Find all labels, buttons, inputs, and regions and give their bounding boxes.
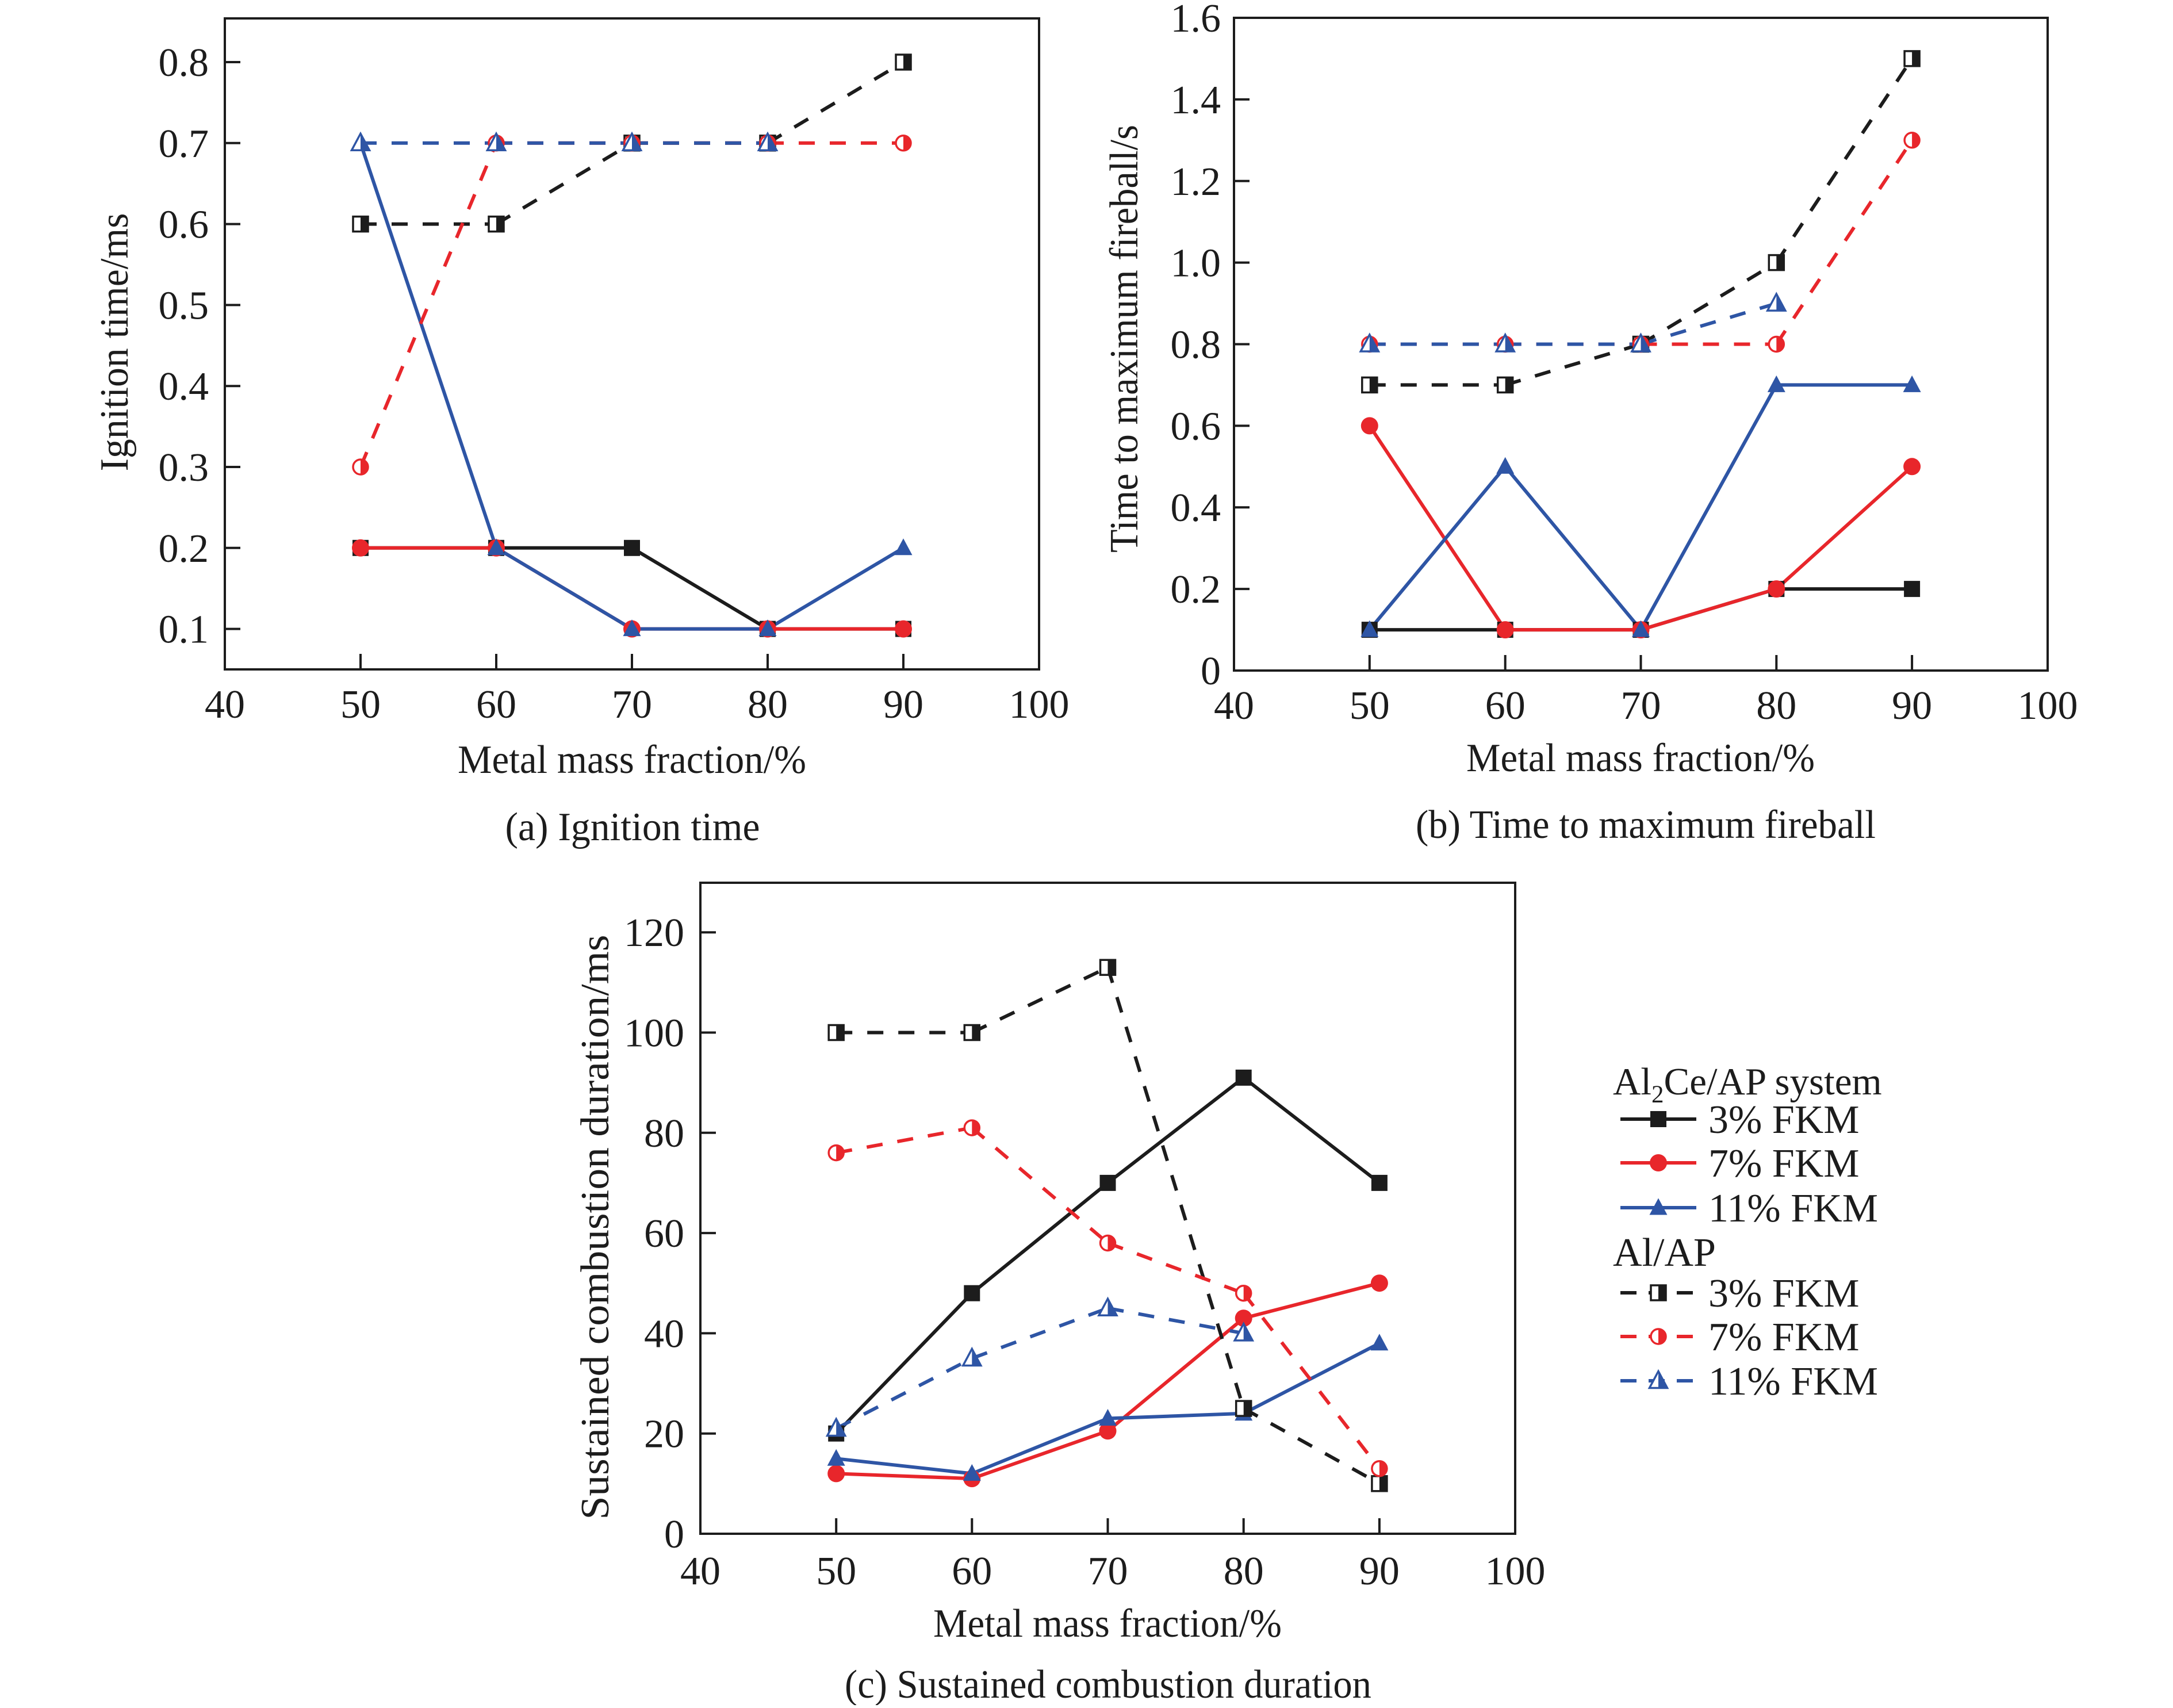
svg-text:3% FKM: 3% FKM: [1708, 1098, 1860, 1142]
svg-text:50: 50: [816, 1549, 856, 1594]
svg-text:11% FKM: 11% FKM: [1708, 1359, 1878, 1404]
svg-text:Sustained combustion duration/: Sustained combustion duration/ms: [573, 935, 618, 1520]
svg-text:Metal mass fraction/%: Metal mass fraction/%: [933, 1602, 1282, 1646]
svg-text:0: 0: [664, 1512, 684, 1557]
svg-text:(c) Sustained combustion durat: (c) Sustained combustion duration: [845, 1663, 1371, 1705]
svg-text:90: 90: [1892, 684, 1932, 728]
svg-text:0.1: 0.1: [159, 608, 209, 652]
svg-text:0.8: 0.8: [159, 41, 209, 85]
svg-text:0.8: 0.8: [1171, 323, 1221, 367]
svg-text:3% FKM: 3% FKM: [1708, 1272, 1860, 1316]
svg-text:90: 90: [1359, 1549, 1400, 1594]
svg-text:1.2: 1.2: [1171, 160, 1221, 204]
svg-text:40: 40: [1214, 684, 1254, 728]
svg-text:Metal mass fraction/%: Metal mass fraction/%: [1466, 736, 1815, 780]
svg-text:70: 70: [612, 683, 652, 727]
svg-text:0.7: 0.7: [159, 122, 209, 166]
svg-text:(a) Ignition time: (a) Ignition time: [505, 805, 760, 849]
svg-text:80: 80: [644, 1112, 684, 1156]
svg-text:70: 70: [1621, 684, 1661, 728]
svg-text:60: 60: [644, 1212, 684, 1256]
svg-text:1.4: 1.4: [1171, 78, 1221, 122]
svg-text:80: 80: [1756, 684, 1796, 728]
svg-text:90: 90: [883, 683, 923, 727]
svg-text:0.4: 0.4: [159, 365, 209, 409]
svg-text:70: 70: [1088, 1549, 1128, 1594]
svg-text:60: 60: [476, 683, 516, 727]
svg-text:50: 50: [340, 683, 381, 727]
svg-text:120: 120: [624, 911, 684, 955]
svg-text:Ignition time/ms: Ignition time/ms: [93, 213, 137, 472]
svg-text:1.6: 1.6: [1171, 0, 1221, 41]
svg-text:80: 80: [748, 683, 788, 727]
svg-text:40: 40: [205, 683, 245, 727]
svg-text:0: 0: [1201, 649, 1221, 694]
svg-text:11% FKM: 11% FKM: [1708, 1186, 1878, 1231]
svg-text:100: 100: [1009, 683, 1070, 727]
svg-text:50: 50: [1350, 684, 1390, 728]
svg-text:0.4: 0.4: [1171, 486, 1221, 530]
svg-text:0.3: 0.3: [159, 446, 209, 490]
svg-text:60: 60: [952, 1549, 992, 1594]
svg-text:Time to maximum fireball/s: Time to maximum fireball/s: [1102, 125, 1147, 553]
svg-text:0.6: 0.6: [1171, 404, 1221, 449]
svg-text:1.0: 1.0: [1171, 242, 1221, 286]
svg-text:20: 20: [644, 1412, 684, 1457]
svg-text:60: 60: [1485, 684, 1526, 728]
svg-text:Al/AP: Al/AP: [1613, 1231, 1716, 1275]
svg-text:7% FKM: 7% FKM: [1708, 1315, 1860, 1359]
svg-text:40: 40: [644, 1312, 684, 1356]
svg-text:100: 100: [1485, 1549, 1546, 1594]
svg-text:0.6: 0.6: [159, 203, 209, 247]
svg-text:(b) Time to maximum fireball: (b) Time to maximum fireball: [1416, 803, 1876, 847]
svg-text:80: 80: [1224, 1549, 1264, 1594]
svg-text:0.2: 0.2: [159, 527, 209, 571]
svg-text:40: 40: [680, 1549, 720, 1594]
svg-text:Metal mass fraction/%: Metal mass fraction/%: [458, 738, 806, 782]
svg-text:100: 100: [624, 1012, 684, 1056]
svg-text:0.2: 0.2: [1171, 568, 1221, 612]
svg-text:0.5: 0.5: [159, 284, 209, 328]
svg-text:7% FKM: 7% FKM: [1708, 1142, 1860, 1186]
svg-text:100: 100: [2018, 684, 2078, 728]
